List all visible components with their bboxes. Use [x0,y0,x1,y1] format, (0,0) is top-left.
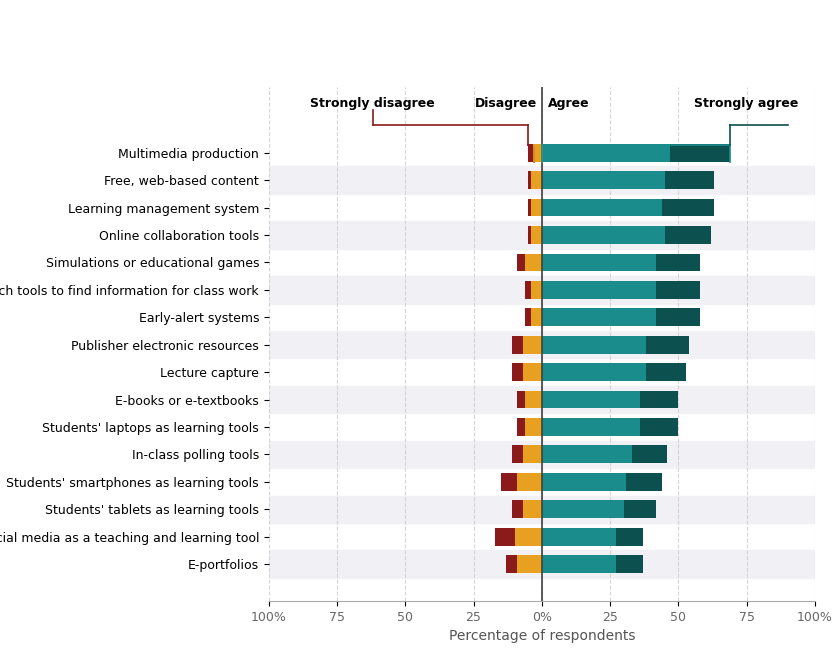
Bar [533,144,542,162]
Bar [640,418,679,436]
Bar [269,331,815,359]
Bar [531,226,542,244]
Bar [517,391,526,408]
Text: Disagree: Disagree [475,98,538,110]
Bar [542,198,662,216]
Bar [496,528,514,546]
Bar [616,528,643,546]
Bar [646,336,689,353]
Bar [512,500,522,518]
Bar [269,496,815,523]
Bar [542,363,646,381]
Bar [662,198,714,216]
Bar [514,528,542,546]
Bar [526,418,542,436]
Bar [269,386,815,413]
Bar [512,336,522,353]
Bar [517,473,542,491]
Bar [632,446,668,464]
Bar [531,281,542,299]
Bar [542,281,657,299]
X-axis label: Percentage of respondents: Percentage of respondents [449,629,635,643]
Bar [269,276,815,303]
Bar [627,473,662,491]
Bar [269,166,815,194]
Bar [526,254,542,271]
Bar [522,336,542,353]
Text: Strongly disagree: Strongly disagree [310,98,435,110]
Bar [507,555,517,573]
Bar [269,441,815,468]
Bar [623,500,657,518]
Bar [542,171,664,189]
Bar [640,391,679,408]
Bar [522,500,542,518]
Bar [542,418,640,436]
Bar [269,550,815,578]
Bar [542,528,616,546]
Bar [512,363,522,381]
Bar [512,446,522,464]
Bar [542,391,640,408]
Text: Strongly agree: Strongly agree [695,98,799,110]
Bar [646,363,686,381]
Bar [528,198,531,216]
Bar [616,555,643,573]
Bar [542,500,623,518]
Bar [542,309,657,326]
Bar [517,555,542,573]
Bar [522,446,542,464]
Bar [526,391,542,408]
Bar [531,171,542,189]
Bar [522,363,542,381]
Bar [657,309,700,326]
Bar [528,144,533,162]
Bar [531,198,542,216]
Bar [542,144,670,162]
Bar [657,281,700,299]
Bar [657,254,700,271]
Bar [542,446,632,464]
Bar [501,473,517,491]
Bar [542,473,627,491]
Bar [526,281,531,299]
Bar [542,254,657,271]
Bar [517,418,526,436]
Bar [269,221,815,248]
Bar [542,226,664,244]
Bar [528,171,531,189]
Text: Agree: Agree [549,98,590,110]
Bar [664,171,714,189]
Bar [526,309,531,326]
Bar [517,254,526,271]
Bar [542,336,646,353]
Bar [542,555,616,573]
Bar [528,226,531,244]
Bar [531,309,542,326]
Bar [670,144,730,162]
Bar [664,226,711,244]
